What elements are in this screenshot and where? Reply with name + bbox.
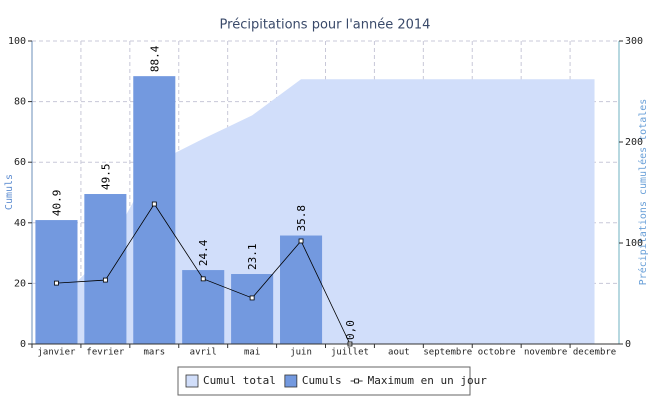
y-tick-label: 40 (14, 218, 26, 229)
legend-box (177, 366, 471, 396)
line-marker (200, 276, 206, 282)
line-marker (151, 201, 157, 207)
line-marker (54, 280, 59, 286)
y2-tick-label: 100 (625, 238, 643, 249)
y2-axis-label: Précipitations cumulées totales (637, 99, 649, 286)
data-label: 88.4 (148, 45, 161, 72)
y2-tick-label: 0 (625, 339, 631, 350)
data-label: 23.1 (246, 244, 259, 271)
bar (84, 194, 127, 344)
x-tick-label: janvier (37, 348, 76, 358)
x-tick-label: decembre (573, 348, 616, 358)
x-tick-label: mars (143, 348, 165, 358)
y-tick-label: 20 (14, 278, 26, 289)
data-label: 35.8 (295, 205, 308, 232)
x-tick-label: aout (388, 348, 410, 358)
x-tick-label: avril (190, 348, 217, 358)
x-tick-label: mai (244, 348, 260, 358)
x-tick-label: septembre (423, 348, 472, 358)
legend-swatch (185, 374, 199, 388)
bar (182, 270, 225, 344)
y-tick-label: 60 (14, 157, 26, 168)
legend-label: Cumuls (302, 374, 342, 387)
chart-title: Précipitations pour l'année 2014 (220, 18, 431, 33)
line-marker (249, 295, 255, 301)
legend-label: Cumul total (203, 374, 276, 387)
line-marker (102, 277, 108, 283)
data-label: 24.4 (197, 239, 210, 266)
y-axis-label: Cumuls (4, 174, 15, 210)
data-label: 40.9 (50, 190, 63, 217)
y-tick-label: 100 (8, 36, 26, 47)
x-tick-label: juin (290, 348, 312, 358)
line-marker (298, 238, 304, 244)
legend-swatch (354, 378, 360, 384)
x-tick-label: juillet (331, 348, 369, 358)
x-tick-label: novembre (524, 348, 567, 358)
y2-tick-label: 200 (625, 137, 643, 148)
y-tick-label: 0 (20, 339, 26, 350)
bar (133, 76, 176, 344)
legend-swatch (284, 374, 298, 388)
y-tick-label: 80 (14, 97, 26, 108)
x-tick-label: octobre (478, 348, 516, 358)
x-tick-label: fevrier (86, 348, 125, 358)
bar (280, 235, 323, 344)
legend-label: Maximum en un jour (368, 374, 488, 387)
y2-tick-label: 300 (625, 36, 643, 47)
bar (231, 274, 274, 344)
data-label: 49.5 (99, 164, 112, 191)
data-label: 0,0 (344, 320, 357, 340)
